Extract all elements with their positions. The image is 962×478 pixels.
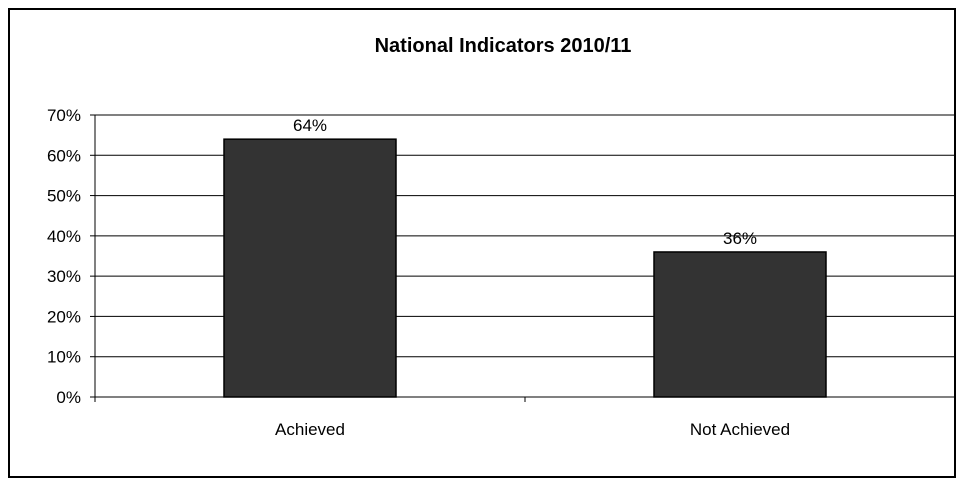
chart: National Indicators 2010/11 0% 10% 20% 30% 4…: [47, 35, 956, 439]
x-axis-tick-labels: Achieved Not Achieved: [275, 420, 790, 439]
chart-frame: [8, 8, 956, 478]
data-label: 64%: [293, 116, 327, 135]
data-labels: 64% 36%: [293, 116, 757, 248]
data-label: 36%: [723, 229, 757, 248]
chart-title: National Indicators 2010/11: [375, 35, 632, 57]
bar-not-achieved: [653, 251, 827, 398]
y-tick-label: 20%: [47, 307, 81, 326]
x-tick-label: Not Achieved: [690, 420, 790, 439]
bars: [223, 138, 827, 398]
axes: [90, 114, 956, 402]
y-tick-label: 10%: [47, 348, 81, 367]
y-tick-label: 30%: [47, 267, 81, 286]
y-tick-label: 60%: [47, 146, 81, 165]
y-axis-tick-labels: 0% 10% 20% 30% 40% 50% 60% 70%: [47, 106, 81, 407]
x-tick-label: Achieved: [275, 420, 345, 439]
y-tick-label: 0%: [56, 388, 81, 407]
bar-achieved: [223, 138, 397, 398]
y-tick-label: 70%: [47, 106, 81, 125]
y-tick-label: 50%: [47, 187, 81, 206]
y-tick-label: 40%: [47, 227, 81, 246]
